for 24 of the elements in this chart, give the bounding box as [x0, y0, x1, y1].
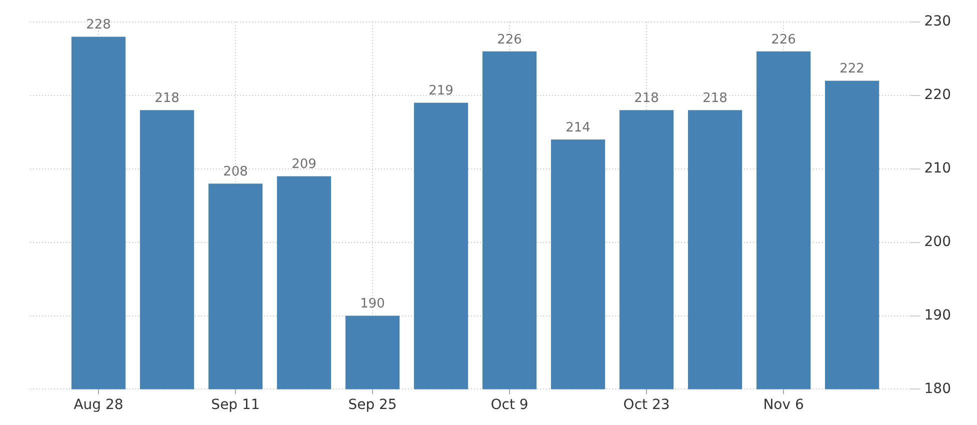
- y-tick-label: 220: [924, 87, 952, 104]
- y-tick-label: 180: [924, 380, 952, 397]
- data-label: 228: [86, 18, 111, 33]
- data-label: 226: [497, 32, 522, 48]
- data-label: 208: [223, 164, 248, 180]
- x-tick-label: Sep 25: [348, 397, 397, 414]
- x-tick-label: Nov 6: [763, 397, 804, 414]
- data-label: 219: [428, 84, 454, 99]
- data-label: 226: [771, 32, 796, 48]
- y-tick-label: 230: [924, 14, 952, 30]
- data-label: 218: [634, 91, 659, 106]
- y-tick-label: 200: [924, 234, 952, 250]
- x-tick-label: Oct 9: [490, 397, 528, 414]
- data-label: 190: [360, 296, 385, 312]
- data-label: 218: [154, 91, 180, 106]
- x-tick-label: Aug 28: [74, 397, 124, 414]
- data-label: 218: [702, 91, 728, 106]
- y-tick-label: 210: [924, 160, 952, 177]
- data-label: 214: [566, 120, 590, 136]
- x-tick-label: Oct 23: [623, 397, 670, 414]
- data-label: 209: [292, 157, 316, 172]
- y-tick-label: 190: [924, 307, 952, 324]
- data-label: 222: [840, 62, 864, 77]
- x-tick-label: Sep 11: [211, 397, 260, 414]
